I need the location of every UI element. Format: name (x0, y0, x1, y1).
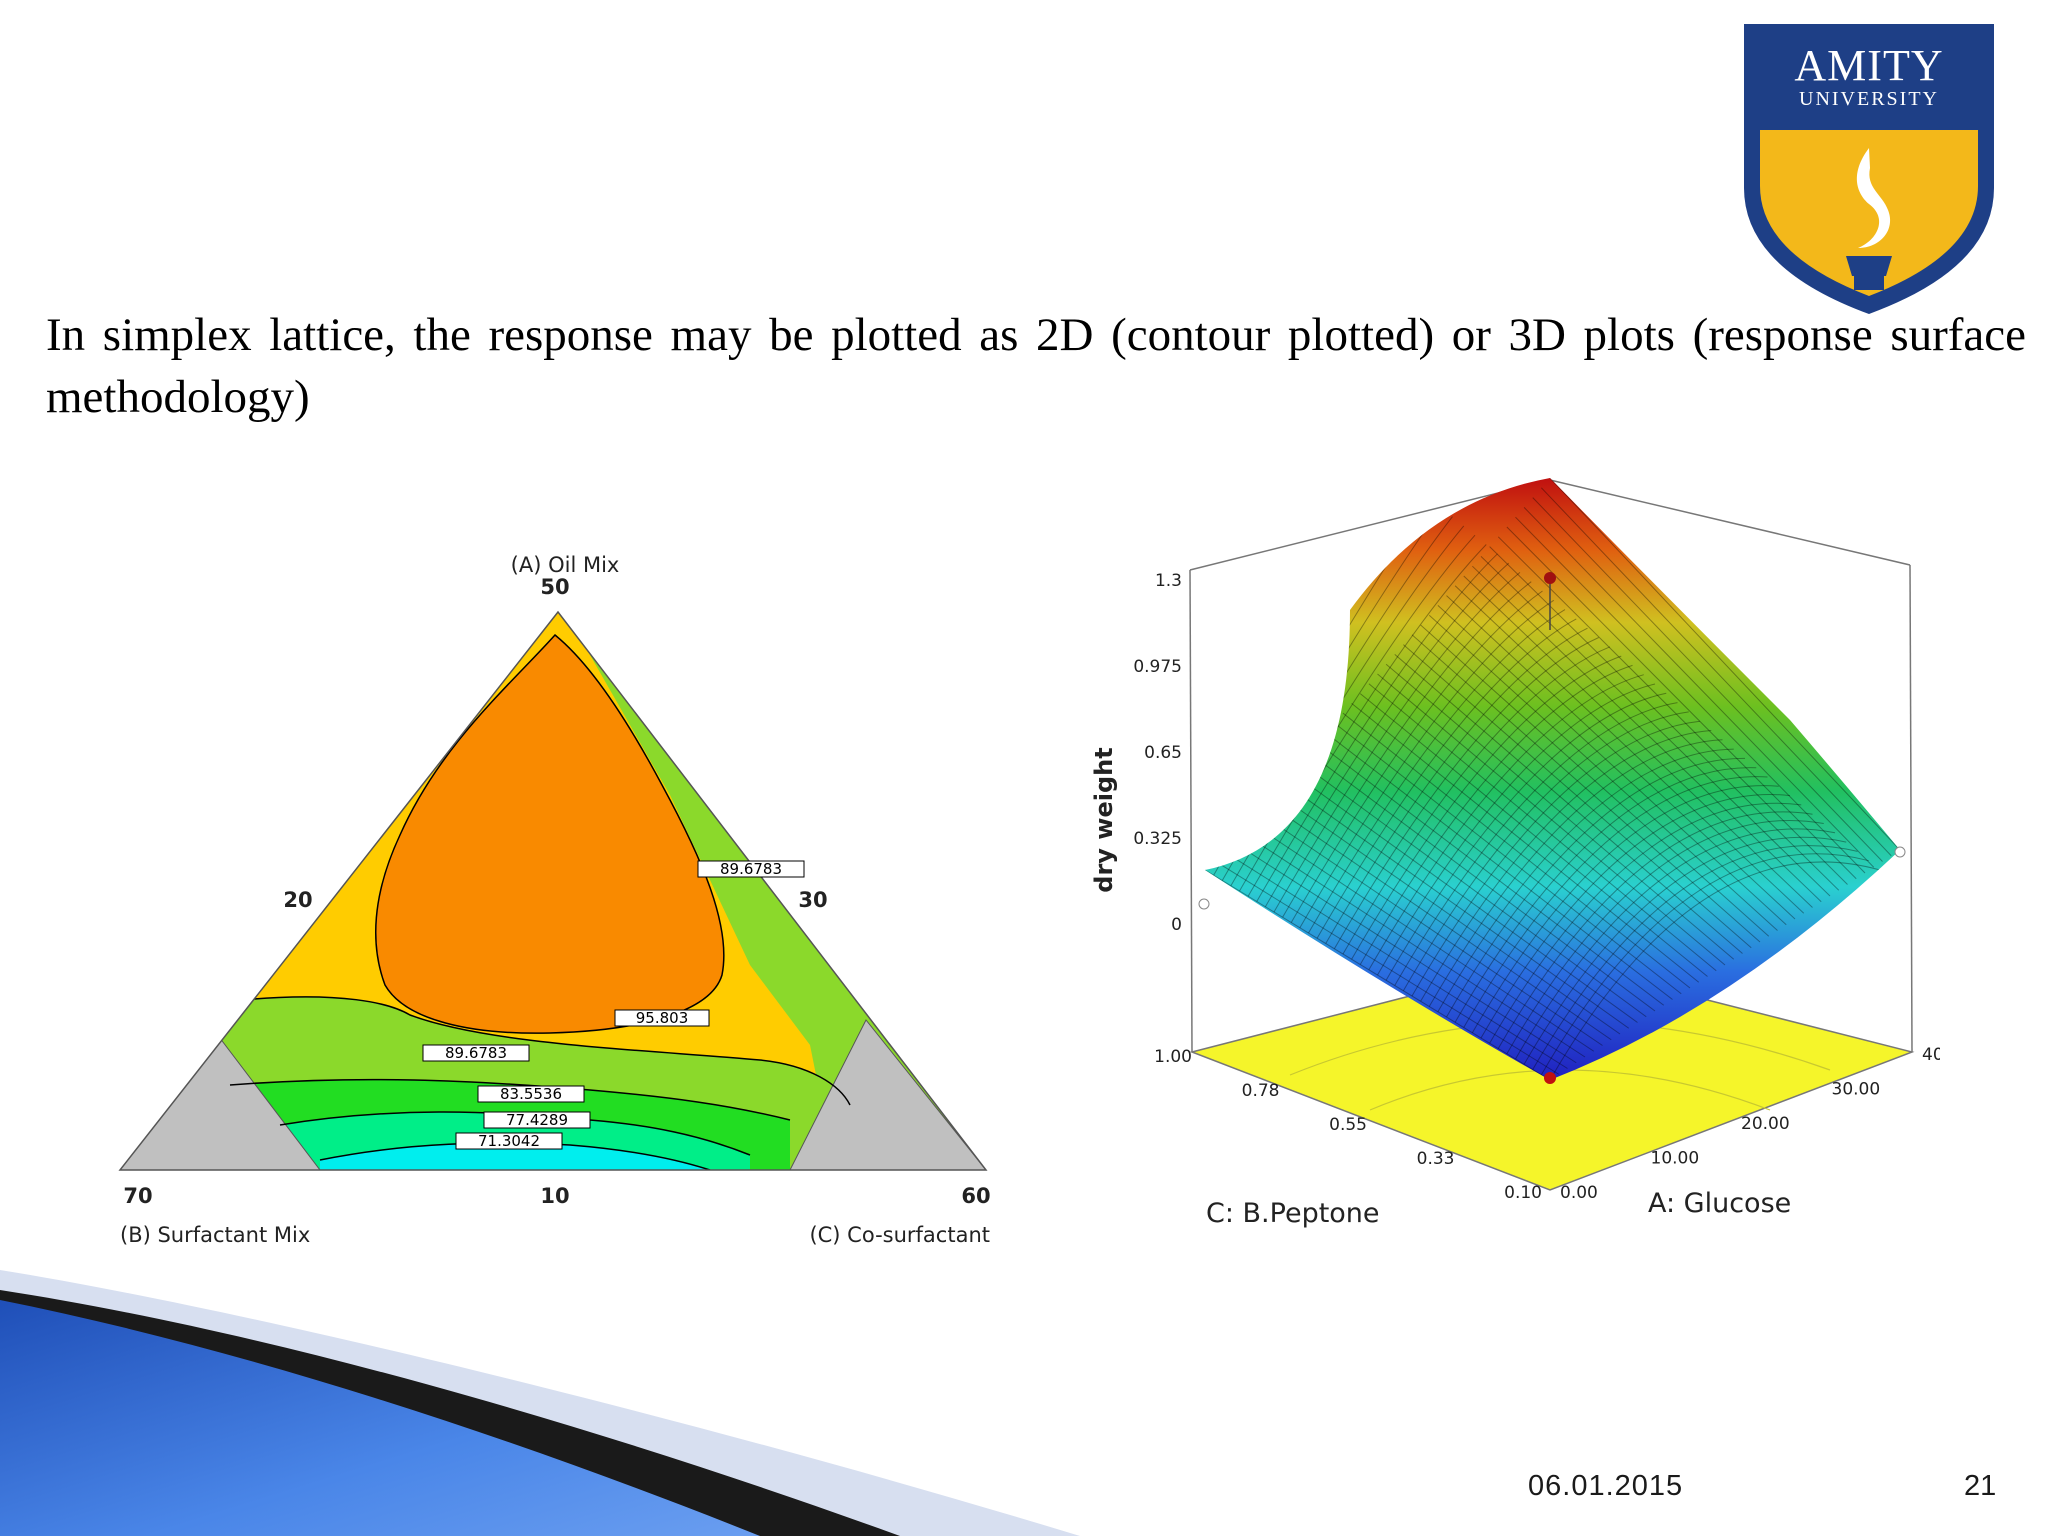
svg-text:89.6783: 89.6783 (720, 860, 782, 878)
z-tick-label: 0.975 (1133, 657, 1182, 677)
z-axis-label: dry weight (1090, 747, 1118, 892)
svg-text:77.4289: 77.4289 (506, 1111, 568, 1129)
y-tick-label: 0.55 (1329, 1115, 1367, 1135)
z-tick-label: 0 (1171, 915, 1182, 935)
y-axis-label: C: B.Peptone (1206, 1198, 1380, 1229)
region-aqua (280, 1112, 750, 1170)
x-tick-label: 30.00 (1832, 1080, 1881, 1100)
design-point-top (1544, 572, 1556, 584)
amity-logo: AMITY UNIVERSITY (1738, 18, 2000, 318)
vertex-a-label: (A) Oil Mix (511, 553, 620, 577)
edge-tick-left: 20 (283, 888, 312, 912)
svg-text:83.5536: 83.5536 (500, 1085, 562, 1103)
edge-tick-bottom: 10 (540, 1184, 569, 1208)
slide-date: 06.01.2015 (1528, 1470, 1684, 1502)
y-tick-label: 0.33 (1417, 1149, 1455, 1169)
x-tick-label: 20.00 (1741, 1114, 1790, 1134)
z-axis: 0 0.325 0.65 0.975 1.3 (1133, 571, 1182, 935)
logo-title: AMITY (1794, 41, 1944, 90)
svg-text:95.803: 95.803 (636, 1009, 689, 1027)
vertex-c-value: 60 (961, 1184, 990, 1208)
y-axis: 0.10 0.33 0.55 0.78 1.00 (1154, 1047, 1542, 1203)
y-tick-label: 1.00 (1154, 1047, 1192, 1067)
region-gray-right (789, 1019, 986, 1170)
response-surface-plot: 0 0.325 0.65 0.975 1.3 dry weight 0.00 10.00 2… (1090, 478, 1940, 1229)
contour-label-4: 83.5536 (477, 1085, 585, 1103)
svg-text:89.6783: 89.6783 (445, 1044, 507, 1062)
contour-label-5: 77.4289 (483, 1111, 591, 1129)
design-point-front (1544, 1072, 1556, 1084)
region-cyan (320, 1143, 710, 1170)
x-tick-label: 40.00 (1922, 1045, 1940, 1065)
footer-swoosh (0, 1270, 1080, 1536)
design-point-right (1894, 846, 1906, 858)
slide-number: 21 (1964, 1470, 1997, 1502)
shield-icon (1744, 24, 1994, 314)
x-tick-label: 10.00 (1651, 1149, 1700, 1169)
x-axis-label: A: Glucose (1648, 1188, 1791, 1219)
vertex-c-label: (C) Co-surfactant (809, 1223, 990, 1245)
body-text: In simplex lattice, the response may be … (46, 309, 2026, 423)
edge-tick-right: 30 (798, 888, 827, 912)
design-point-left (1198, 898, 1210, 910)
y-tick-label: 0.78 (1242, 1081, 1280, 1101)
vertex-b-value: 70 (123, 1184, 152, 1208)
z-tick-label: 1.3 (1155, 571, 1182, 591)
contour-label-3: 89.6783 (422, 1044, 530, 1062)
z-tick-label: 0.65 (1144, 743, 1182, 763)
vertex-a-value: 50 (540, 575, 569, 599)
contour-label-1: 89.6783 (697, 860, 805, 878)
y-tick-label: 0.10 (1504, 1183, 1542, 1203)
region-orange (374, 633, 725, 1034)
logo-subtitle: UNIVERSITY (1799, 88, 1939, 110)
contour-label-2: 95.803 (614, 1009, 710, 1027)
contour-label-6: 71.3042 (455, 1132, 563, 1150)
triangle-outline (118, 610, 988, 1171)
z-tick-label: 0.325 (1133, 829, 1182, 849)
svg-text:71.3042: 71.3042 (478, 1132, 540, 1150)
vertex-b-label: (B) Surfactant Mix (120, 1223, 310, 1245)
x-axis: 0.00 10.00 20.00 30.00 40.00 (1560, 1045, 1940, 1203)
ternary-contour-plot: 89.6783 95.803 89.6783 83.5536 77.4289 7… (118, 553, 991, 1245)
x-tick-label: 0.00 (1560, 1183, 1598, 1203)
surface (1205, 478, 1900, 1080)
